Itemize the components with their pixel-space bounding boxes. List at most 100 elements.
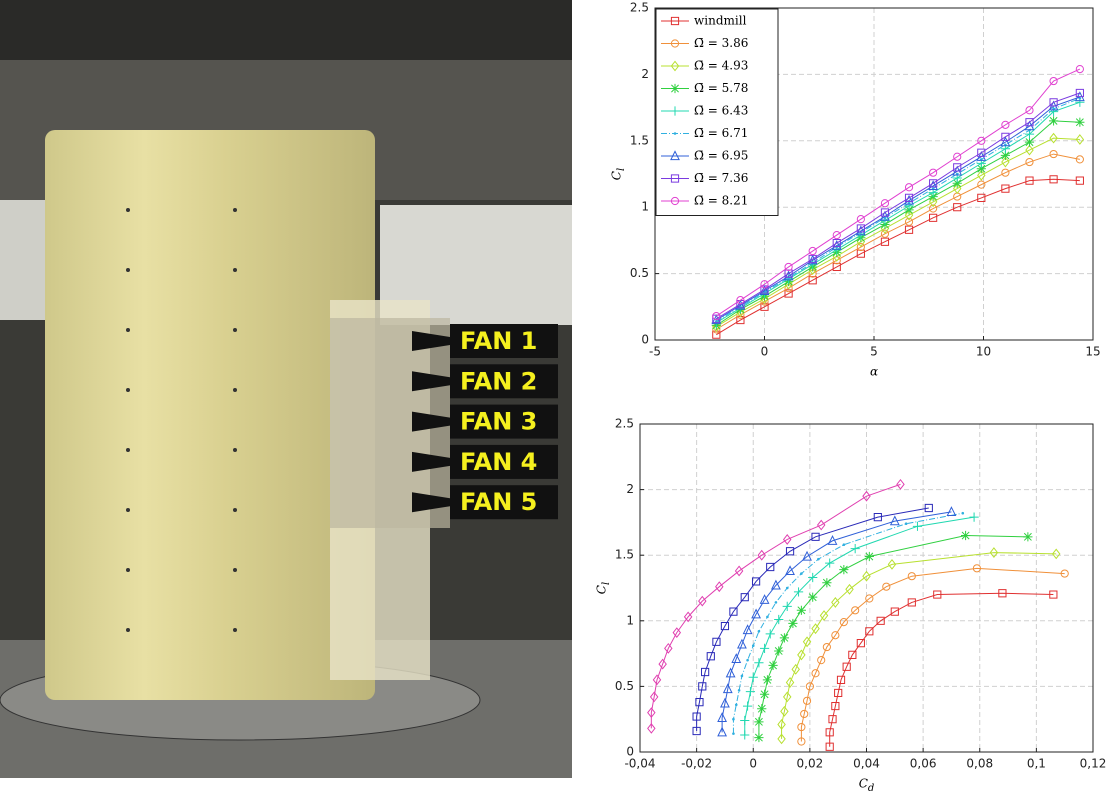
- marker: [831, 631, 840, 640]
- marker: [720, 621, 730, 631]
- marker: [862, 490, 871, 502]
- marker: [929, 213, 938, 222]
- marker: [737, 638, 747, 649]
- marker: [929, 168, 938, 177]
- legend-marker: [670, 174, 680, 183]
- marker: [751, 608, 761, 619]
- marker: [1075, 176, 1084, 185]
- marker: [759, 689, 770, 699]
- marker: [832, 238, 841, 248]
- marker: [766, 562, 775, 572]
- marker: [715, 581, 724, 593]
- series-line: [758, 535, 1028, 738]
- marker: [864, 551, 874, 562]
- legend-label: Ω̄ = 5.78: [694, 81, 748, 95]
- marker: [712, 311, 721, 321]
- marker: [717, 726, 728, 737]
- fan-label: FAN 4: [460, 448, 537, 476]
- marker: [977, 180, 986, 189]
- marker: [745, 687, 756, 697]
- marker: [1001, 156, 1010, 168]
- marker: [989, 547, 999, 558]
- series-line: [716, 120, 1080, 326]
- marker: [952, 183, 962, 195]
- x-tick-label: 10: [976, 345, 991, 359]
- marker: [912, 521, 923, 531]
- marker: [1001, 168, 1010, 177]
- series-line: [716, 178, 1080, 336]
- marker: [765, 629, 775, 639]
- y-tick-label: 1: [641, 200, 649, 214]
- fan-nozzle: [412, 492, 450, 513]
- marker: [929, 179, 938, 188]
- marker: [831, 239, 842, 250]
- marker: [929, 204, 938, 213]
- marker: [976, 164, 986, 174]
- marker: [977, 148, 986, 157]
- marker: [802, 696, 812, 705]
- marker: [784, 262, 793, 272]
- photo: FAN 1 FAN 2 FAN 3 FAN 4 FAN 5: [0, 0, 572, 778]
- marker: [754, 732, 764, 743]
- marker: [695, 698, 704, 707]
- marker: [805, 682, 814, 691]
- legend-marker: [670, 106, 680, 116]
- marker: [842, 662, 851, 671]
- legend-marker: [670, 83, 680, 94]
- x-axis-label: Cd: [859, 777, 875, 794]
- marker: [664, 642, 673, 654]
- marker: [808, 246, 817, 256]
- fan-label-box: [450, 444, 558, 479]
- marker: [784, 289, 793, 298]
- marker: [856, 215, 865, 224]
- marker: [791, 663, 800, 675]
- marker: [712, 637, 721, 646]
- marker: [1001, 132, 1010, 141]
- marker: [785, 677, 795, 688]
- marker: [808, 592, 818, 602]
- legend-marker: [670, 150, 680, 161]
- x-tick-label: -5: [649, 345, 661, 359]
- marker: [760, 302, 769, 311]
- legend-label: windmill: [694, 14, 747, 28]
- marker: [658, 658, 667, 670]
- marker: [785, 586, 789, 590]
- x-axis-label-sub: d: [868, 783, 874, 794]
- marker: [1024, 137, 1035, 147]
- x-tick-label: 15: [1085, 345, 1100, 359]
- marker: [692, 726, 701, 736]
- marker: [751, 644, 755, 648]
- marker: [827, 535, 838, 545]
- series-line: [716, 97, 1081, 322]
- marker: [977, 169, 986, 181]
- marker: [924, 503, 933, 513]
- marker: [802, 550, 812, 561]
- marker: [720, 697, 730, 708]
- marker: [729, 607, 738, 616]
- y-tick-label: 0: [641, 333, 649, 347]
- marker: [952, 178, 962, 188]
- fan-label-box: [450, 364, 558, 399]
- marker: [811, 623, 820, 635]
- marker: [759, 594, 770, 604]
- marker: [770, 579, 781, 590]
- marker: [698, 595, 707, 607]
- marker: [785, 547, 795, 556]
- marker: [960, 530, 971, 541]
- series-line: [716, 137, 1080, 328]
- y-axis-label: Cl: [595, 582, 612, 594]
- marker: [862, 570, 871, 582]
- marker: [797, 722, 806, 732]
- marker: [759, 643, 770, 653]
- marker: [817, 557, 820, 561]
- marker: [998, 589, 1007, 598]
- x-tick-label: 0,12: [1080, 757, 1107, 771]
- marker: [928, 196, 938, 208]
- series-line: [732, 512, 963, 734]
- plot-frame: [654, 7, 1094, 341]
- marker: [757, 704, 767, 714]
- marker: [1000, 150, 1010, 161]
- marker: [672, 627, 682, 639]
- marker: [880, 237, 890, 246]
- marker: [782, 691, 792, 703]
